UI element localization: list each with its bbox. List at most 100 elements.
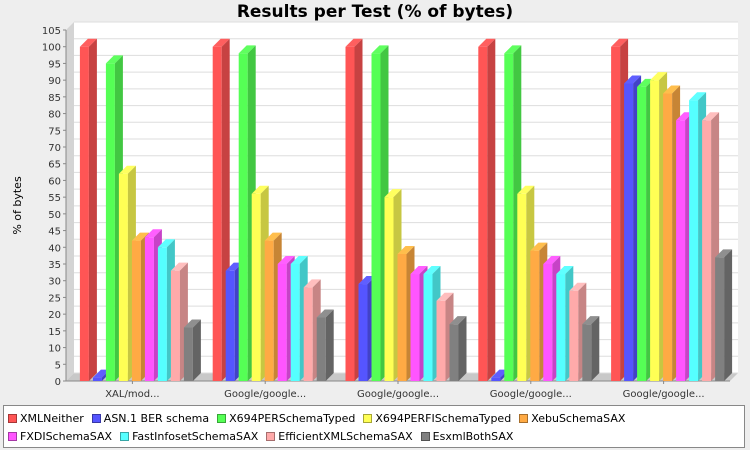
bar: [504, 53, 514, 382]
bar: [676, 120, 686, 381]
y-tick-label: 90: [48, 76, 61, 87]
bar-top: [715, 249, 733, 258]
bar-top: [131, 232, 149, 241]
x-tick-label: Google/google...: [357, 389, 439, 400]
legend-swatch: [266, 431, 276, 441]
legend-item: XMLNeither: [8, 412, 84, 425]
legend-swatch: [91, 413, 101, 423]
bar-top: [663, 85, 681, 94]
bar: [449, 324, 459, 381]
bar: [624, 83, 634, 381]
bar: [491, 377, 501, 381]
bar-top: [569, 282, 587, 291]
bar: [384, 197, 394, 381]
bar-top: [92, 369, 110, 378]
legend-item: ASN.1 BER schema: [91, 411, 210, 425]
bar-top: [105, 55, 123, 64]
y-axis-label: % of bytes: [11, 176, 24, 235]
bar: [650, 80, 660, 382]
legend-row: XMLNeither ASN.1 BER schema X694PERSchemaT…: [8, 409, 740, 427]
bar-top: [345, 38, 363, 47]
bar: [183, 327, 193, 381]
bar-top: [183, 319, 201, 328]
legend-item: XebuSchemaSAX: [519, 412, 625, 425]
bar-top: [225, 262, 243, 271]
bar: [478, 46, 488, 381]
bar: [144, 237, 154, 381]
bar-top: [543, 256, 561, 264]
bar-side: [724, 249, 733, 381]
bar-top: [397, 245, 415, 254]
bar-top: [144, 229, 162, 238]
chart: 0 5 10 15 20 25 30 35 40 45 50 55 60 65 70 75 80 85 90 95 10…: [11, 21, 738, 400]
bar-top: [556, 266, 574, 275]
y-tick-label: 45: [48, 227, 61, 238]
bar-top: [689, 92, 707, 101]
y-tick-label: 60: [48, 176, 61, 187]
bar: [131, 240, 141, 381]
bar: [702, 120, 712, 381]
y-tick-label: 105: [42, 26, 61, 37]
bar-top: [410, 266, 428, 275]
y-tick-label: 25: [48, 293, 61, 304]
bar-side: [458, 316, 467, 381]
bar: [556, 274, 566, 381]
bar: [290, 264, 300, 381]
bar: [423, 274, 433, 381]
y-tick-label: 20: [48, 310, 61, 321]
bar-top: [371, 45, 389, 54]
y-tick-label: 40: [48, 243, 61, 254]
bar-top: [303, 279, 321, 288]
y-tick-label: 95: [48, 59, 61, 70]
bar: [611, 46, 621, 381]
bar-top: [251, 185, 269, 194]
bar-top: [277, 256, 295, 264]
legend-swatch: [8, 413, 17, 423]
bar: [371, 53, 381, 382]
bar: [238, 53, 248, 382]
bar: [436, 300, 446, 381]
y-tick-label: 100: [42, 43, 61, 54]
bar: [582, 324, 592, 381]
legend-item: EsxmlBothSAX: [420, 429, 514, 443]
bar-top: [611, 38, 629, 47]
bar: [212, 46, 222, 381]
bar: [316, 317, 326, 381]
y-tick-label: 55: [48, 193, 61, 204]
bar-top: [517, 185, 535, 194]
y-tick-label: 75: [48, 126, 61, 137]
legend-label: EfficientXMLSchemaSAX: [278, 429, 413, 443]
legend-label: EsxmlBothSAX: [432, 429, 514, 443]
bar-top: [702, 112, 720, 121]
y-tick-label: 10: [48, 344, 61, 355]
bar-top: [384, 189, 402, 198]
y-tick-label: 5: [55, 360, 61, 371]
legend-item: X694PERSchemaTyped: [217, 412, 355, 425]
bar: [715, 257, 725, 381]
legend-label: ASN.1 BER schema: [103, 411, 210, 425]
bar: [264, 240, 274, 381]
bar-top: [358, 276, 376, 285]
bar-top: [449, 316, 467, 325]
legend-swatch: [217, 413, 227, 423]
legend-label: FXDISchemaSAX: [20, 429, 113, 443]
y-tick-label: 85: [48, 93, 61, 104]
bar: [410, 274, 420, 381]
bar-top: [264, 232, 282, 241]
bar: [358, 284, 368, 381]
bar-side: [88, 38, 97, 381]
bar-top: [582, 316, 600, 325]
legend-item: FXDISchemaSAX: [8, 430, 112, 443]
legend-item: FastInfosetSchemaSAX: [120, 430, 258, 443]
bar-side: [325, 309, 334, 381]
bar-top: [170, 262, 188, 271]
bar: [170, 270, 180, 381]
legend-swatch: [519, 413, 529, 423]
x-tick-label: Google/google...: [224, 389, 306, 400]
bar-top: [650, 72, 668, 81]
bar-top: [238, 45, 256, 54]
bar-top: [212, 38, 230, 47]
bar: [345, 46, 355, 381]
bar: [663, 93, 673, 381]
bar-top: [290, 256, 308, 264]
